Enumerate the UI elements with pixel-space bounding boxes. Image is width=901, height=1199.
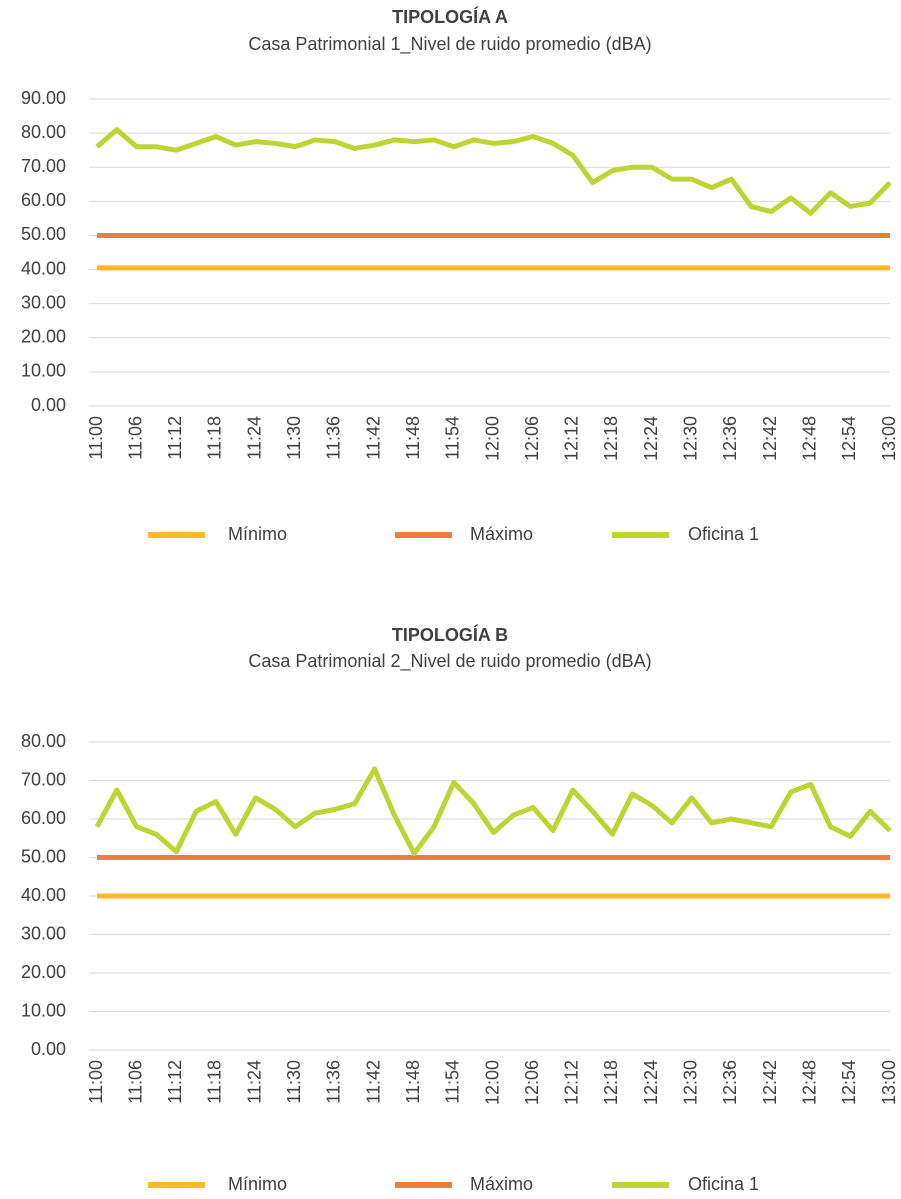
x-tick-label: 12:30 bbox=[681, 1060, 701, 1105]
x-tick-label: 11:00 bbox=[86, 1060, 106, 1104]
x-tick-label: 12:00 bbox=[482, 1060, 502, 1105]
x-tick-label: 12:30 bbox=[681, 416, 701, 461]
x-tick-label: 12:54 bbox=[839, 416, 859, 461]
x-tick-label: 12:06 bbox=[522, 416, 542, 461]
chart-title: TIPOLOGÍA A bbox=[392, 6, 508, 27]
y-tick-label: 50.00 bbox=[21, 224, 66, 244]
x-tick-label: 12:12 bbox=[562, 416, 582, 461]
y-tick-label: 60.00 bbox=[21, 808, 66, 828]
x-tick-label: 12:48 bbox=[799, 1060, 819, 1105]
legend-label: Oficina 1 bbox=[688, 1174, 759, 1194]
y-tick-label: 0.00 bbox=[31, 1039, 66, 1059]
x-tick-label: 13:00 bbox=[879, 1060, 899, 1105]
x-tick-label: 11:36 bbox=[324, 1060, 344, 1104]
y-tick-label: 80.00 bbox=[21, 731, 66, 751]
x-tick-label: 12:18 bbox=[601, 416, 621, 461]
y-tick-label: 70.00 bbox=[21, 156, 66, 176]
x-tick-label: 12:06 bbox=[522, 1060, 542, 1105]
x-tick-label: 12:36 bbox=[720, 1060, 740, 1105]
x-tick-label: 11:30 bbox=[284, 416, 304, 460]
legend-label: Oficina 1 bbox=[688, 524, 759, 544]
legend-label: Mínimo bbox=[228, 524, 287, 544]
x-tick-label: 12:36 bbox=[720, 416, 740, 461]
x-tick-label: 11:12 bbox=[165, 1060, 185, 1104]
legend-label: Máximo bbox=[470, 524, 533, 544]
x-tick-label: 11:42 bbox=[363, 416, 383, 460]
y-tick-label: 10.00 bbox=[21, 361, 66, 381]
y-tick-label: 10.00 bbox=[21, 1000, 66, 1020]
legend-label: Máximo bbox=[470, 1174, 533, 1194]
x-tick-label: 11:18 bbox=[205, 1060, 225, 1104]
x-tick-label: 13:00 bbox=[879, 416, 899, 461]
chart-title: TIPOLOGÍA B bbox=[392, 624, 508, 645]
x-tick-label: 11:36 bbox=[324, 416, 344, 460]
series-line bbox=[95, 127, 892, 216]
y-tick-label: 80.00 bbox=[21, 122, 66, 142]
series-line bbox=[94, 766, 892, 857]
x-tick-label: 12:42 bbox=[760, 416, 780, 461]
y-tick-label: 50.00 bbox=[21, 846, 66, 866]
legend-label: Mínimo bbox=[228, 1174, 287, 1194]
y-tick-label: 40.00 bbox=[21, 885, 66, 905]
chart-subtitle: Casa Patrimonial 2_Nivel de ruido promed… bbox=[248, 651, 651, 672]
y-tick-label: 60.00 bbox=[21, 190, 66, 210]
x-tick-label: 11:54 bbox=[443, 416, 463, 460]
y-tick-label: 0.00 bbox=[31, 395, 66, 415]
x-tick-label: 11:00 bbox=[86, 416, 106, 460]
x-tick-label: 12:00 bbox=[482, 416, 502, 461]
x-tick-label: 12:18 bbox=[601, 1060, 621, 1105]
x-tick-label: 12:24 bbox=[641, 416, 661, 461]
y-tick-label: 70.00 bbox=[21, 769, 66, 789]
x-tick-label: 11:06 bbox=[125, 416, 145, 460]
y-tick-label: 20.00 bbox=[21, 327, 66, 347]
x-tick-label: 11:30 bbox=[284, 1060, 304, 1104]
x-tick-label: 11:06 bbox=[125, 1060, 145, 1104]
x-tick-label: 12:48 bbox=[799, 416, 819, 461]
y-tick-label: 20.00 bbox=[21, 962, 66, 982]
x-tick-label: 11:12 bbox=[165, 416, 185, 460]
x-tick-label: 12:12 bbox=[562, 1060, 582, 1105]
x-tick-label: 11:24 bbox=[244, 1060, 264, 1104]
x-tick-label: 11:48 bbox=[403, 1060, 423, 1104]
x-tick-label: 11:42 bbox=[363, 1060, 383, 1104]
x-tick-label: 12:42 bbox=[760, 1060, 780, 1105]
y-tick-label: 30.00 bbox=[21, 292, 66, 312]
x-tick-label: 11:24 bbox=[244, 416, 264, 460]
y-tick-label: 40.00 bbox=[21, 258, 66, 278]
x-tick-label: 11:18 bbox=[205, 416, 225, 460]
chart-subtitle: Casa Patrimonial 1_Nivel de ruido promed… bbox=[248, 34, 651, 55]
y-tick-label: 90.00 bbox=[21, 88, 66, 108]
x-tick-label: 12:24 bbox=[641, 1060, 661, 1105]
y-tick-label: 30.00 bbox=[21, 923, 66, 943]
x-tick-label: 11:54 bbox=[443, 1060, 463, 1104]
x-tick-label: 11:48 bbox=[403, 416, 423, 460]
x-tick-label: 12:54 bbox=[839, 1060, 859, 1105]
